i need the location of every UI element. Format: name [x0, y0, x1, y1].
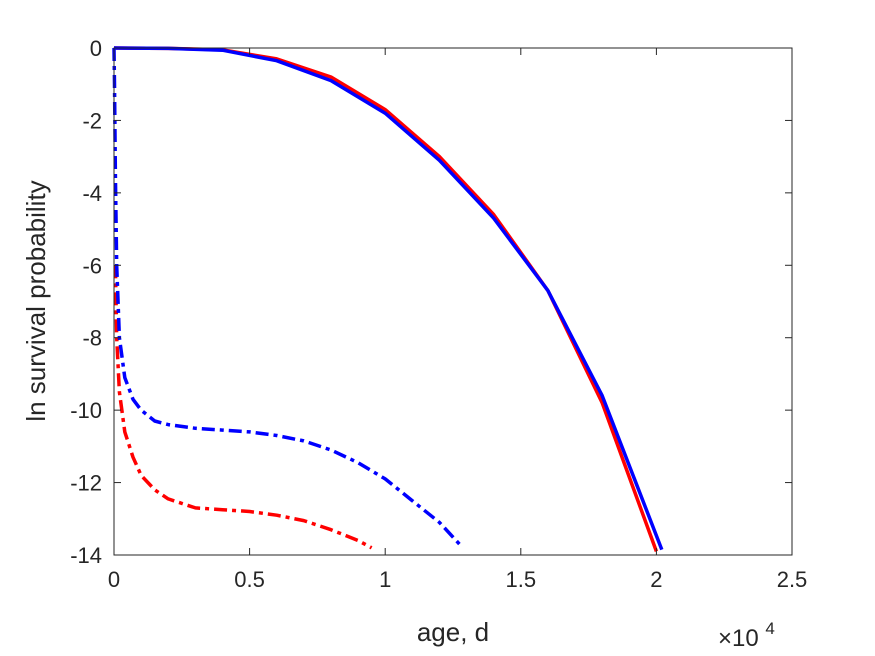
y-tick-label: -8	[82, 326, 102, 351]
x-tick-label: 1	[379, 567, 391, 592]
y-tick-label: -2	[82, 108, 102, 133]
series-layer	[112, 46, 664, 553]
series-line-3	[113, 265, 373, 550]
plot-background	[114, 48, 792, 555]
y-tick-label: -12	[70, 471, 102, 496]
plot-frame	[113, 47, 793, 556]
ticks-layer	[113, 47, 793, 556]
y-tick-label: -4	[82, 181, 102, 206]
y-tick-label: -10	[70, 398, 102, 423]
x-axis-label: age, d	[417, 617, 489, 647]
x-multiplier-base: ×10	[718, 625, 759, 652]
x-tick-label: 1.5	[506, 567, 537, 592]
x-tick-label: 2	[650, 567, 662, 592]
y-tick-label: -6	[82, 253, 102, 278]
x-tick-label: 2.5	[777, 567, 808, 592]
series-line-2	[113, 46, 664, 551]
series-line-4	[112, 47, 463, 548]
y-axis-label: ln survival probability	[21, 180, 51, 421]
x-multiplier-label: ×10 4	[718, 619, 775, 652]
y-tick-label: -14	[70, 543, 102, 568]
tick-labels-layer: 0 0.5 1 1.5 2 2.5 0 -2 -4 -6 -8 -10 -12 -14	[70, 36, 807, 592]
x-multiplier-exponent: 4	[765, 619, 774, 638]
y-tick-label: 0	[90, 36, 102, 61]
x-tick-label: 0	[108, 567, 120, 592]
x-tick-label: 0.5	[234, 567, 265, 592]
